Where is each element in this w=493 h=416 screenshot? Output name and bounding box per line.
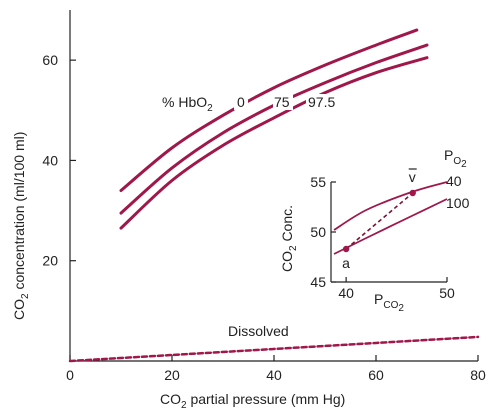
main-x-axis-title: CO2 partial pressure (mm Hg) [160,391,345,411]
main-x-tick-label: 20 [164,367,180,383]
main-x-tick-label: 60 [368,367,384,383]
series-label-97-5: 97.5 [308,94,335,110]
inset-x-tick-label: 50 [439,285,455,301]
inset-point-v [409,189,416,197]
hbo2-annotation: % HbO2 0 75 97.5 [162,94,344,114]
label-gap-97 [306,94,344,110]
inset-legend-40: 40 [446,173,462,189]
inset-point-label-a: a [342,255,350,271]
main-x-tick-label: 0 [66,367,74,383]
main-axes: 0 20 40 60 80 20 40 60 [42,10,486,383]
inset-y-tick-label: 45 [310,274,326,290]
inset-background [262,144,488,314]
main-x-tick-label: 80 [470,367,486,383]
inset-point-label-v: v [409,169,416,185]
inset-y-ticks: 45 50 55 [310,174,336,290]
inset-y-tick-label: 50 [310,224,326,240]
inset-legend-100: 100 [446,195,470,211]
inset-x-axis-title: PCO2 [374,291,404,314]
inset-points: av [342,168,417,271]
inset-point-a [342,245,350,253]
main-y-tick-label: 20 [42,253,58,269]
label-gap-0 [234,94,248,110]
main-x-ticks: 0 20 40 60 80 [66,355,486,383]
main-y-ticks: 20 40 60 [42,52,76,269]
series-label-0: 0 [237,94,245,110]
inset-y-axis-title: CO2 Conc. [279,205,299,272]
hbo2-label: % HbO2 [162,94,213,114]
main-x-tick-label: 40 [266,367,282,383]
inset-dashed-a-to-v [345,192,414,250]
label-gap-75 [273,94,293,110]
inset-series-line-po2-40 [333,181,448,231]
main-series-line-0 [119,28,419,193]
main-y-tick-label: 40 [42,152,58,168]
inset-y-tick-label: 55 [310,174,326,190]
main-y-axis-title: CO2 concentration (ml/100 ml) [11,132,31,320]
main-y-tick-label: 60 [42,52,58,68]
dissolved-label: Dissolved [228,323,289,339]
inset-legend-title: PO2 [444,147,467,170]
main-series-line-dissolved [68,335,480,363]
series-label-75: 75 [274,94,290,110]
inset-x-ticks: 40 50 [338,277,455,301]
main-series-line-97-5 [119,56,429,230]
inset-x-tick-label: 40 [338,285,354,301]
